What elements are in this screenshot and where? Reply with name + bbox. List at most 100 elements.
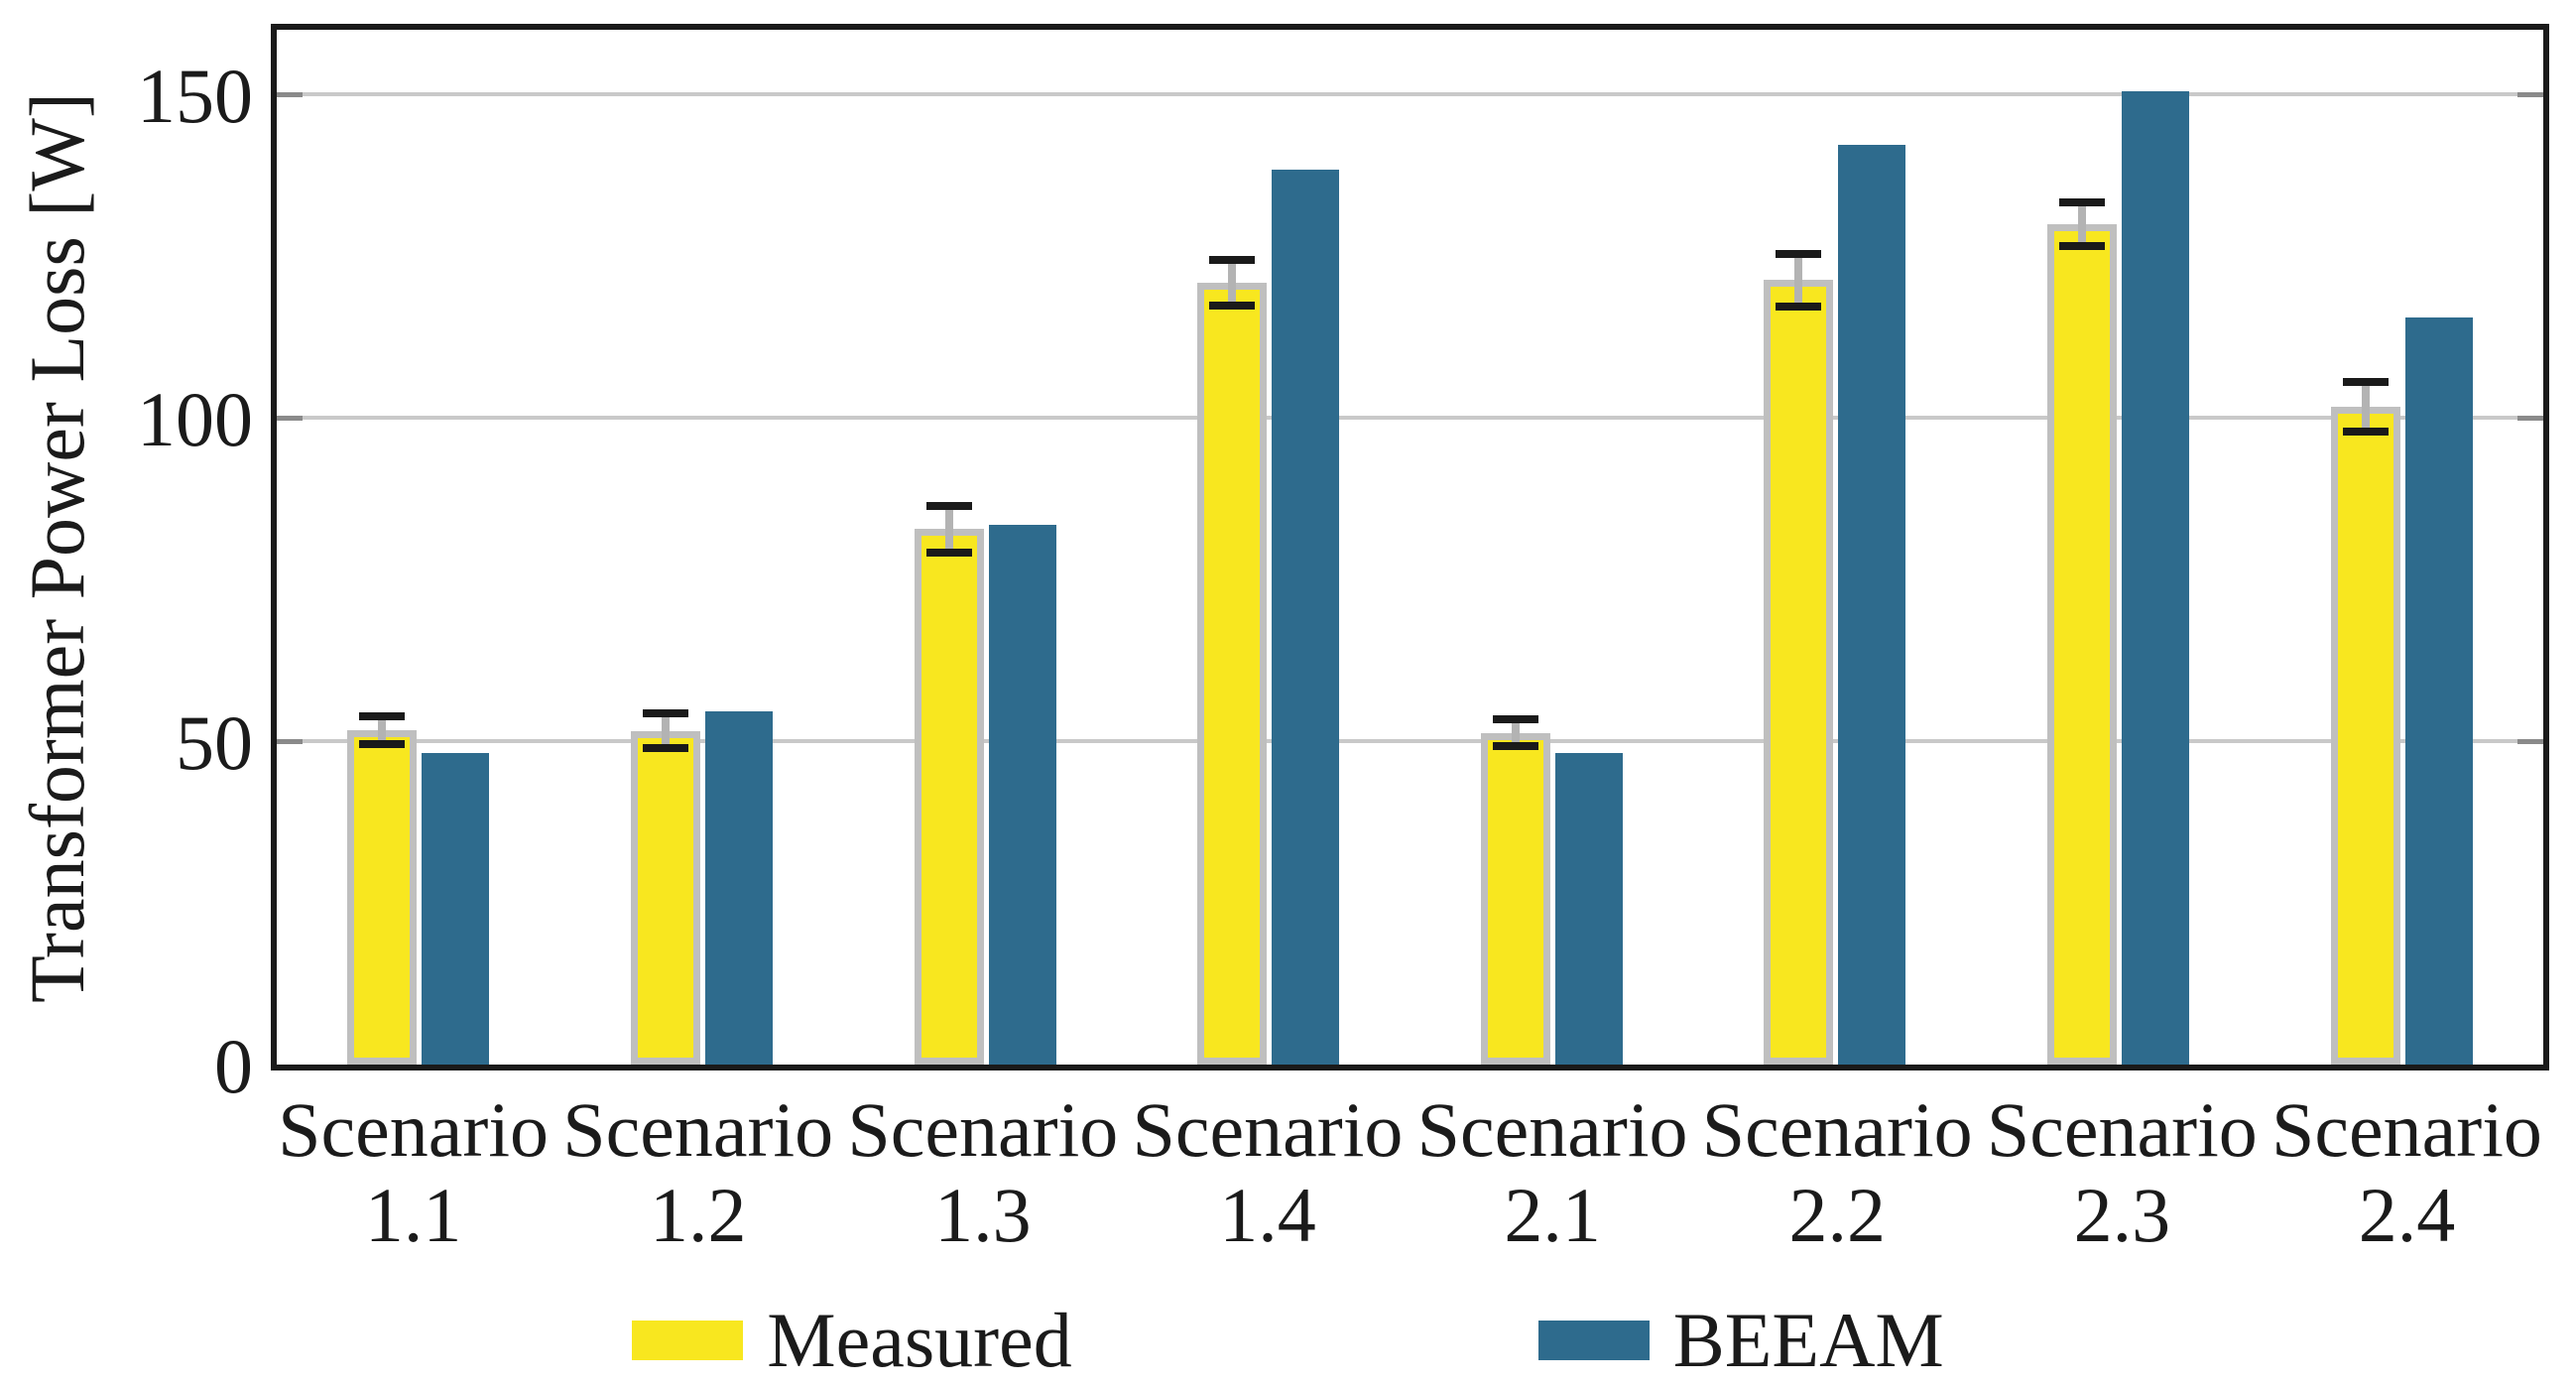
error-bar-cap-bottom bbox=[1209, 302, 1256, 311]
bar-measured bbox=[630, 709, 700, 1065]
bar-beeam bbox=[1272, 170, 1340, 1065]
bar-measured bbox=[2047, 198, 2118, 1065]
x-tick-number: 2.1 bbox=[1504, 1172, 1601, 1258]
error-bar-cap-bottom bbox=[2342, 428, 2389, 437]
x-tick-number: 1.1 bbox=[364, 1172, 462, 1258]
error-bar-cap-top bbox=[642, 709, 688, 718]
bar-beeam bbox=[1838, 145, 1906, 1065]
right-tick-50 bbox=[2517, 738, 2543, 744]
bar-measured bbox=[914, 501, 984, 1065]
error-bar bbox=[359, 712, 406, 748]
x-tick-word: Scenario bbox=[847, 1086, 1119, 1173]
bar-group-scenario-2.3 bbox=[1977, 30, 2261, 1065]
x-tick-word: Scenario bbox=[1986, 1086, 2258, 1173]
plot-area bbox=[271, 24, 2549, 1071]
gridline-100 bbox=[277, 416, 2543, 421]
error-bar-cap-bottom bbox=[1492, 742, 1538, 751]
error-bar-line bbox=[1794, 249, 1803, 311]
legend: Measured BEEAM bbox=[0, 1298, 2576, 1383]
bar-group-scenario-2.1 bbox=[1411, 30, 1694, 1065]
right-tick-150 bbox=[2517, 91, 2543, 97]
x-tick-word: Scenario bbox=[1701, 1086, 1973, 1173]
bar-group-scenario-1.1 bbox=[277, 30, 560, 1065]
legend-entry-beeam: BEEAM bbox=[1537, 1297, 1944, 1383]
bar-beeam bbox=[422, 752, 490, 1065]
x-tick-word: Scenario bbox=[2270, 1086, 2542, 1173]
left-tick-100 bbox=[277, 415, 303, 421]
error-bar-line bbox=[2361, 377, 2370, 437]
error-bar-line bbox=[1228, 255, 1237, 311]
x-tick-label-1.3: Scenario 1.3 bbox=[840, 1087, 1125, 1258]
bar-measured bbox=[1480, 715, 1550, 1065]
error-bar-cap-bottom bbox=[359, 739, 406, 748]
error-bar-cap-bottom bbox=[642, 744, 688, 753]
x-tick-number: 1.2 bbox=[649, 1172, 747, 1258]
bar-beeam bbox=[1554, 752, 1623, 1065]
bar-groups bbox=[277, 30, 2543, 1065]
error-bar bbox=[925, 501, 972, 557]
x-tick-label-2.4: Scenario 2.4 bbox=[2265, 1087, 2549, 1258]
bar-measured bbox=[2330, 377, 2400, 1065]
error-bar-cap-top bbox=[2342, 377, 2389, 386]
error-bar-cap-top bbox=[359, 712, 406, 721]
x-tick-number: 2.2 bbox=[1788, 1172, 1886, 1258]
error-bar bbox=[1776, 249, 1822, 311]
error-bar bbox=[2059, 198, 2106, 251]
y-tick-label-50: 50 bbox=[176, 699, 253, 787]
bar-group-scenario-1.2 bbox=[560, 30, 844, 1065]
legend-label: Measured bbox=[767, 1297, 1072, 1383]
x-tick-word: Scenario bbox=[278, 1086, 549, 1173]
x-tick-number: 2.3 bbox=[2073, 1172, 2171, 1258]
error-bar bbox=[1209, 255, 1256, 311]
bar-group-scenario-1.3 bbox=[843, 30, 1127, 1065]
gridline-50 bbox=[277, 739, 2543, 744]
bar-measured bbox=[1197, 255, 1268, 1065]
legend-swatch-beeam bbox=[1537, 1321, 1650, 1360]
error-bar bbox=[642, 709, 688, 753]
error-bar-cap-top bbox=[1776, 249, 1822, 258]
x-tick-label-1.2: Scenario 1.2 bbox=[555, 1087, 840, 1258]
x-tick-word: Scenario bbox=[1132, 1086, 1404, 1173]
y-tick-label-0: 0 bbox=[214, 1023, 253, 1109]
error-bar-cap-bottom bbox=[2059, 242, 2106, 251]
error-bar bbox=[1492, 715, 1538, 751]
error-bar-line bbox=[944, 501, 953, 557]
x-tick-label-1.1: Scenario 1.1 bbox=[271, 1087, 555, 1258]
error-bar-line bbox=[2078, 198, 2087, 251]
bar-beeam bbox=[2404, 317, 2473, 1065]
error-bar-line bbox=[661, 709, 670, 753]
bar-group-scenario-2.4 bbox=[2260, 30, 2543, 1065]
bar-group-scenario-2.2 bbox=[1693, 30, 1977, 1065]
y-tick-label-100: 100 bbox=[137, 376, 253, 463]
gridline-150 bbox=[277, 92, 2543, 97]
error-bar-cap-top bbox=[925, 501, 972, 510]
bar-measured bbox=[1764, 249, 1834, 1065]
legend-swatch-measured bbox=[632, 1321, 744, 1360]
x-axis-tick-labels: Scenario 1.1 Scenario 1.2 Scenario 1.3 Scenari… bbox=[271, 1087, 2549, 1258]
right-tick-100 bbox=[2517, 415, 2543, 421]
error-bar-line bbox=[1511, 715, 1520, 751]
legend-entry-measured: Measured bbox=[632, 1298, 1072, 1383]
y-tick-label-150: 150 bbox=[137, 53, 253, 140]
x-tick-number: 1.4 bbox=[1219, 1172, 1316, 1258]
x-tick-number: 1.3 bbox=[934, 1172, 1032, 1258]
bar-beeam bbox=[2122, 90, 2190, 1065]
left-tick-50 bbox=[277, 738, 303, 744]
error-bar-cap-top bbox=[2059, 198, 2106, 207]
left-tick-150 bbox=[277, 91, 303, 97]
error-bar-cap-bottom bbox=[925, 548, 972, 557]
x-tick-label-2.3: Scenario 2.3 bbox=[1980, 1087, 2265, 1258]
bar-group-scenario-1.4 bbox=[1127, 30, 1411, 1065]
error-bar-cap-bottom bbox=[1776, 302, 1822, 311]
error-bar-line bbox=[378, 712, 387, 748]
bar-beeam bbox=[704, 711, 773, 1065]
x-tick-label-2.2: Scenario 2.2 bbox=[1695, 1087, 1980, 1258]
x-tick-word: Scenario bbox=[562, 1086, 834, 1173]
legend-label: BEEAM bbox=[1672, 1297, 1944, 1383]
bar-measured bbox=[347, 712, 418, 1065]
bar-beeam bbox=[988, 524, 1056, 1065]
x-tick-label-2.1: Scenario 2.1 bbox=[1411, 1087, 1695, 1258]
x-tick-number: 2.4 bbox=[2358, 1172, 2456, 1258]
x-tick-word: Scenario bbox=[1416, 1086, 1688, 1173]
